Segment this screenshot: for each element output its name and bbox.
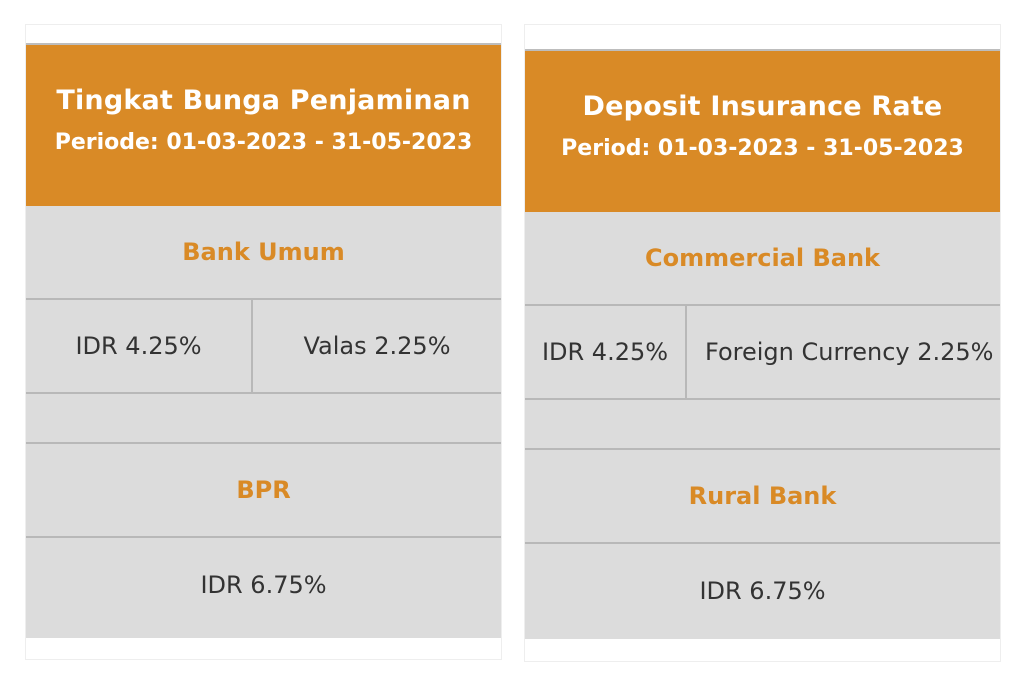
panel-header: Deposit Insurance Rate Period: 01-03-202… — [525, 49, 1000, 212]
section-heading: Rural Bank — [688, 482, 837, 510]
panel: Deposit Insurance Rate Period: 01-03-202… — [524, 24, 1001, 662]
panel-period: Periode: 01-03-2023 - 31-05-2023 — [54, 130, 473, 155]
panel-body: Bank Umum IDR 4.25% Valas 2.25% BPR IDR … — [26, 206, 501, 638]
section-heading: Bank Umum — [182, 238, 345, 266]
rate: IDR 4.25% — [75, 332, 202, 360]
panel-title: Deposit Insurance Rate — [582, 91, 943, 122]
rate: Foreign Currency 2.25% — [685, 306, 1000, 398]
panel-header: Tingkat Bunga Penjaminan Periode: 01-03-… — [26, 43, 501, 206]
section-heading: Commercial Bank — [645, 244, 880, 272]
rate: IDR 6.75% — [699, 577, 826, 605]
panel: Tingkat Bunga Penjaminan Periode: 01-03-… — [25, 24, 502, 660]
panel-title: Tingkat Bunga Penjaminan — [56, 85, 471, 116]
panel-body: Commercial Bank IDR 4.25% Foreign Curren… — [525, 212, 1000, 639]
rate: IDR 4.25% — [541, 338, 669, 366]
rate: IDR 6.75% — [200, 571, 327, 599]
panel-period: Period: 01-03-2023 - 31-05-2023 — [561, 136, 964, 161]
rate: Valas 2.25% — [251, 300, 501, 392]
section-heading: BPR — [236, 476, 291, 504]
